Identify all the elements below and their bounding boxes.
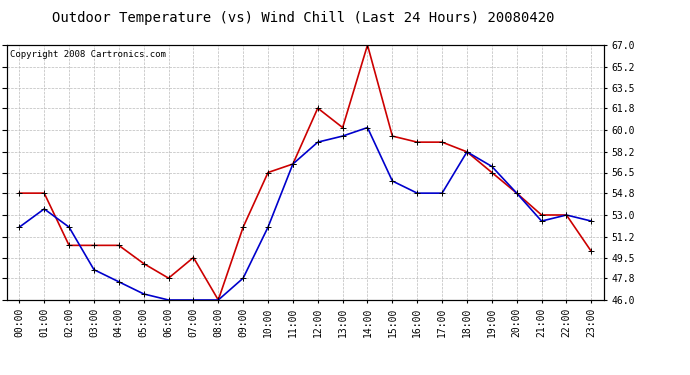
Text: Outdoor Temperature (vs) Wind Chill (Last 24 Hours) 20080420: Outdoor Temperature (vs) Wind Chill (Las… [52, 11, 555, 25]
Text: Copyright 2008 Cartronics.com: Copyright 2008 Cartronics.com [10, 50, 166, 59]
